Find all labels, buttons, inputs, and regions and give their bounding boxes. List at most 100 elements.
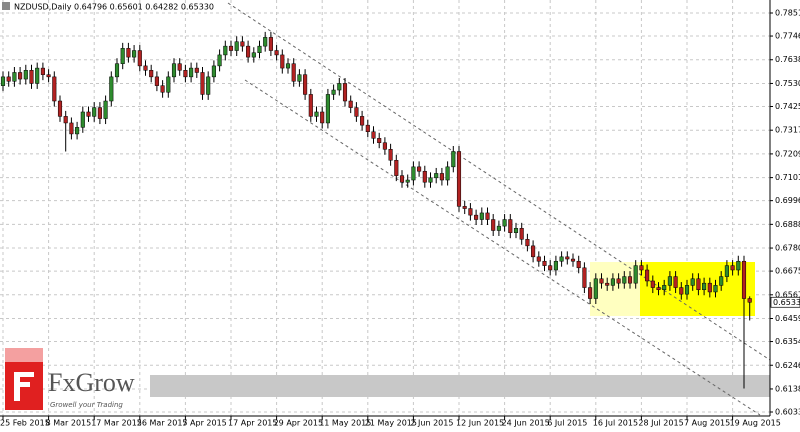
candle-body xyxy=(189,67,194,78)
candle-body xyxy=(468,208,473,216)
candle-body xyxy=(177,63,182,71)
candle-body xyxy=(29,70,34,84)
candle-body xyxy=(741,260,747,299)
candle-body xyxy=(382,142,387,150)
candle-body xyxy=(240,41,245,47)
logo-name: FxGrow xyxy=(48,368,135,397)
candle-body xyxy=(588,287,593,299)
candle-body xyxy=(371,131,376,139)
candle-body xyxy=(656,287,661,291)
candle-body xyxy=(542,260,547,266)
candle-body xyxy=(86,111,91,117)
candle-body xyxy=(736,260,741,271)
y-tick-label: 0.69960 xyxy=(775,196,800,205)
candle-body xyxy=(6,76,11,82)
candle-body xyxy=(263,37,268,47)
candle-body xyxy=(627,276,633,284)
candle-body xyxy=(525,239,530,247)
y-tick-label: 0.64590 xyxy=(775,314,800,323)
candle-body xyxy=(57,100,63,117)
candle-body xyxy=(126,48,131,58)
candle-body xyxy=(462,206,467,209)
logo: FxGrow Growell your Trading xyxy=(5,348,135,410)
candle-body xyxy=(223,45,228,56)
candle-body xyxy=(719,276,724,286)
current-price-box xyxy=(770,296,800,308)
y-tick-label: 0.62460 xyxy=(775,361,800,370)
candle-body xyxy=(451,151,456,168)
logo-mark xyxy=(14,372,34,401)
candle-body xyxy=(342,83,348,102)
support-band xyxy=(150,375,770,397)
x-tick-label: 11 May 2015 xyxy=(319,419,371,428)
candle-body xyxy=(308,94,313,117)
candle-body xyxy=(662,285,667,291)
y-tick-label: 0.66750 xyxy=(775,267,800,276)
candle-body xyxy=(439,173,444,181)
candle-body xyxy=(531,245,536,258)
candle-body xyxy=(639,265,644,271)
candle-body xyxy=(160,85,165,93)
candle-body xyxy=(667,276,672,286)
axis: 0.78510 0.77460 0.76380 0.75300 0.74250 0.731… xyxy=(0,9,800,428)
candle-body xyxy=(75,127,80,135)
y-tick-label: 0.72090 xyxy=(775,149,800,158)
candle-body xyxy=(268,37,273,51)
current-price-label: 0.65330 xyxy=(773,298,800,307)
candle-body xyxy=(713,285,718,293)
candle-body xyxy=(702,282,707,291)
candle-body xyxy=(684,285,690,295)
x-tick-label: 29 Apr 2015 xyxy=(274,419,323,428)
candle-body xyxy=(365,124,370,132)
candle-body xyxy=(599,278,604,284)
candle-body xyxy=(325,94,330,124)
candle-body xyxy=(46,74,51,78)
candle-body xyxy=(69,122,74,135)
candle-body xyxy=(303,74,308,95)
candle-body xyxy=(502,219,507,227)
candle-body xyxy=(297,74,302,82)
candle-body xyxy=(747,298,752,303)
candle-body xyxy=(576,260,581,269)
candle-body xyxy=(109,76,114,102)
candle-body xyxy=(445,166,450,181)
candle-body xyxy=(536,256,541,262)
candle-body xyxy=(690,278,695,286)
candle-body xyxy=(166,76,171,93)
candle-body xyxy=(548,265,553,271)
candle-body xyxy=(228,45,234,51)
candle-body xyxy=(331,89,336,95)
candle-body xyxy=(411,166,416,181)
candle-body xyxy=(40,67,45,75)
candle-body xyxy=(508,219,513,233)
candle-body xyxy=(80,111,85,128)
candle-body xyxy=(616,278,621,284)
candle-body xyxy=(622,276,627,284)
y-tick-label: 0.76380 xyxy=(775,55,800,64)
candle-body xyxy=(565,256,570,260)
y-tick-label: 0.71010 xyxy=(775,173,800,182)
x-tick-label: 19 Aug 2015 xyxy=(730,419,781,428)
candle-body xyxy=(707,282,712,293)
y-tick-label: 0.65670 xyxy=(775,290,800,299)
candle-body xyxy=(513,228,519,233)
candle-body xyxy=(211,65,216,78)
candle-body xyxy=(154,76,159,86)
chart-icon xyxy=(2,2,10,10)
y-tick-label: 0.67800 xyxy=(775,244,800,253)
candle-body xyxy=(399,175,405,183)
candle-body xyxy=(730,265,735,271)
candle-body xyxy=(0,76,6,86)
candle-body xyxy=(18,72,23,80)
x-tick-label: 16 Jul 2015 xyxy=(593,419,638,428)
range-box-light xyxy=(590,262,640,316)
y-tick-label: 0.61380 xyxy=(775,384,800,393)
candle-body xyxy=(137,50,142,67)
y-tick-label: 0.68880 xyxy=(775,220,800,229)
y-tick-label: 0.74250 xyxy=(775,102,800,111)
candle-body xyxy=(360,116,365,126)
candle-body xyxy=(633,265,638,284)
candle-body xyxy=(246,45,251,58)
candle-body xyxy=(673,276,678,288)
